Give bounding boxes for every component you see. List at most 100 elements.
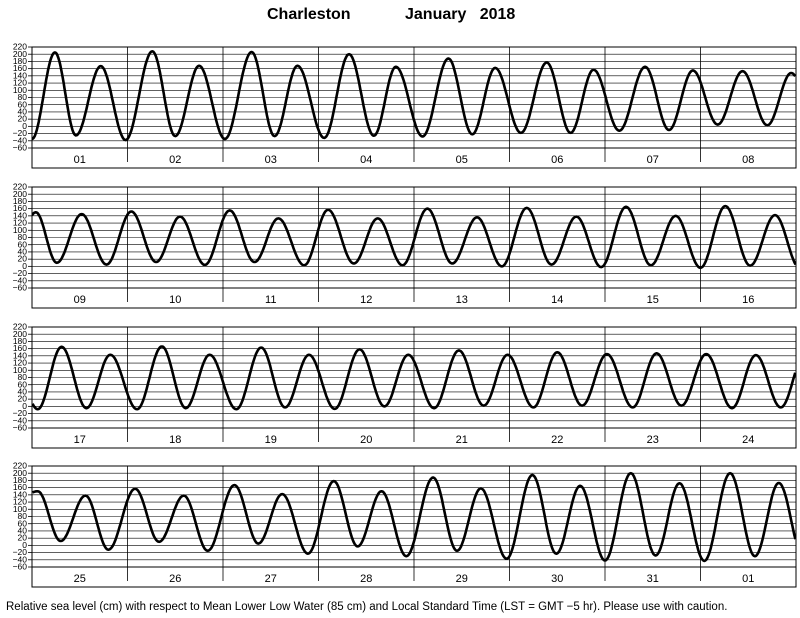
panel-1: 220200180160140120100806040200−20−40−600… <box>13 42 797 169</box>
y-tick-label: 0 <box>22 540 27 550</box>
day-label: 19 <box>265 434 277 446</box>
y-tick-label: −20 <box>13 128 28 138</box>
day-label: 07 <box>647 154 659 166</box>
panel-3: 220200180160140120100806040200−20−40−601… <box>13 322 797 449</box>
y-tick-label: 180 <box>13 56 27 66</box>
day-label: 26 <box>169 573 181 585</box>
y-tick-label: 0 <box>22 121 27 131</box>
panel-frame <box>31 186 797 309</box>
y-tick-label: 120 <box>13 497 27 507</box>
day-label: 13 <box>456 294 468 306</box>
y-tick-label: 200 <box>13 49 27 59</box>
y-tick-label: 160 <box>13 343 27 353</box>
y-tick-label: 200 <box>13 189 27 199</box>
y-tick-label: 160 <box>13 63 27 73</box>
day-label: 27 <box>265 573 277 585</box>
y-tick-label: −20 <box>13 268 28 278</box>
y-tick-label: 60 <box>18 379 28 389</box>
y-tick-label: 100 <box>13 504 27 514</box>
y-tick-label: 60 <box>18 99 28 109</box>
y-tick-label: 220 <box>13 42 27 52</box>
panel-2: 220200180160140120100806040200−20−40−600… <box>13 182 797 309</box>
y-tick-label: 40 <box>18 526 28 536</box>
y-tick-label: −40 <box>13 415 28 425</box>
day-label: 28 <box>360 573 372 585</box>
day-label: 18 <box>169 434 181 446</box>
y-tick-label: −40 <box>13 275 28 285</box>
y-tick-label: −40 <box>13 554 28 564</box>
y-tick-label: 80 <box>18 511 28 521</box>
tide-curve <box>32 345 796 411</box>
day-label: 25 <box>74 573 86 585</box>
panel-frame <box>31 326 797 449</box>
tide-curve <box>32 204 796 270</box>
day-label: 02 <box>169 154 181 166</box>
y-tick-label: −60 <box>13 283 28 293</box>
y-tick-label: −60 <box>13 423 28 433</box>
day-label: 08 <box>742 154 754 166</box>
day-label: 24 <box>742 434 754 446</box>
y-tick-label: 120 <box>13 78 27 88</box>
panel-frame <box>31 465 797 588</box>
day-label: 04 <box>360 154 372 166</box>
day-label: 20 <box>360 434 372 446</box>
y-tick-label: 20 <box>18 533 28 543</box>
y-tick-label: 140 <box>13 350 27 360</box>
station-name: Charleston <box>267 6 351 23</box>
day-label: 16 <box>742 294 754 306</box>
y-tick-label: −60 <box>13 143 28 153</box>
day-label: 11 <box>265 294 276 306</box>
y-tick-label: 0 <box>22 261 27 271</box>
y-tick-label: 80 <box>18 92 28 102</box>
y-tick-label: 220 <box>13 322 27 332</box>
panel-frame <box>31 46 797 169</box>
y-tick-label: −60 <box>13 562 28 572</box>
day-label: 01 <box>742 573 754 585</box>
day-label: 12 <box>360 294 372 306</box>
day-label: 22 <box>551 434 563 446</box>
day-label: 17 <box>74 434 86 446</box>
y-tick-label: −40 <box>13 135 28 145</box>
day-label: 10 <box>169 294 181 306</box>
day-label: 29 <box>456 573 468 585</box>
day-label: 30 <box>551 573 563 585</box>
day-label: 23 <box>647 434 659 446</box>
day-label: 05 <box>456 154 468 166</box>
day-label: 21 <box>456 434 468 446</box>
y-tick-label: 20 <box>18 254 28 264</box>
y-tick-label: 220 <box>13 182 27 192</box>
y-tick-label: 80 <box>18 372 28 382</box>
y-tick-label: 160 <box>13 203 27 213</box>
day-label: 14 <box>551 294 563 306</box>
y-tick-label: 180 <box>13 336 27 346</box>
day-label: 15 <box>647 294 659 306</box>
y-tick-label: 180 <box>13 475 27 485</box>
month-year: January 2018 <box>405 6 516 23</box>
y-tick-label: 100 <box>13 365 27 375</box>
y-tick-label: 20 <box>18 394 28 404</box>
y-tick-label: 40 <box>18 247 28 257</box>
y-tick-label: 60 <box>18 239 28 249</box>
y-tick-label: 40 <box>18 387 28 397</box>
y-tick-label: 160 <box>13 482 27 492</box>
chart-title: Charleston January 2018 <box>0 6 800 28</box>
y-tick-label: 0 <box>22 401 27 411</box>
y-tick-label: 100 <box>13 225 27 235</box>
y-tick-label: 140 <box>13 70 27 80</box>
panel-4: 220200180160140120100806040200−20−40−602… <box>13 461 797 588</box>
day-label: 01 <box>74 154 86 166</box>
y-tick-label: −20 <box>13 408 28 418</box>
y-tick-label: 60 <box>18 518 28 528</box>
y-tick-label: 200 <box>13 468 27 478</box>
y-tick-label: 40 <box>18 107 28 117</box>
y-tick-label: −20 <box>13 547 28 557</box>
y-tick-label: 180 <box>13 196 27 206</box>
y-tick-label: 20 <box>18 114 28 124</box>
day-label: 31 <box>647 573 659 585</box>
day-label: 09 <box>74 294 86 306</box>
day-label: 06 <box>551 154 563 166</box>
y-tick-label: 200 <box>13 329 27 339</box>
y-tick-label: 100 <box>13 85 27 95</box>
day-label: 03 <box>265 154 277 166</box>
